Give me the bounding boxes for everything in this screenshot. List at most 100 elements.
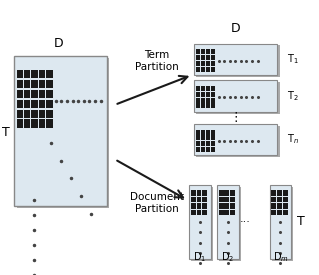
Bar (219, 203, 224, 209)
Bar (211, 92, 215, 97)
Bar (211, 136, 215, 140)
Bar (39, 79, 45, 88)
Bar (24, 79, 30, 88)
Bar (24, 109, 30, 118)
Text: T$_2$: T$_2$ (287, 89, 298, 103)
FancyBboxPatch shape (194, 80, 277, 112)
Bar (17, 90, 23, 98)
Bar (219, 190, 224, 196)
Bar (46, 120, 53, 128)
FancyBboxPatch shape (194, 43, 277, 75)
Bar (283, 210, 288, 215)
Bar (196, 92, 200, 97)
Bar (219, 197, 224, 202)
FancyBboxPatch shape (194, 124, 277, 155)
Text: D: D (54, 37, 64, 50)
Text: T: T (298, 215, 305, 229)
FancyBboxPatch shape (17, 58, 109, 208)
Bar (191, 190, 196, 196)
Bar (211, 98, 215, 103)
Bar (201, 141, 205, 146)
Bar (196, 67, 200, 72)
Bar (211, 130, 215, 134)
Text: ···: ··· (239, 217, 250, 227)
Bar (191, 210, 196, 215)
Bar (196, 55, 200, 60)
Bar (197, 190, 201, 196)
Bar (197, 197, 201, 202)
Bar (196, 61, 200, 66)
Bar (206, 98, 210, 103)
Text: D$_2$: D$_2$ (221, 250, 234, 264)
Bar (201, 130, 205, 134)
Bar (17, 70, 23, 78)
Bar (32, 90, 38, 98)
Bar (277, 203, 282, 209)
Bar (196, 49, 200, 54)
Bar (225, 203, 229, 209)
FancyBboxPatch shape (272, 187, 293, 260)
Bar (201, 98, 205, 103)
Bar (24, 70, 30, 78)
Bar (201, 86, 205, 91)
Bar (206, 61, 210, 66)
FancyBboxPatch shape (191, 187, 213, 260)
Bar (201, 92, 205, 97)
Bar (219, 210, 224, 215)
Bar (17, 100, 23, 108)
Bar (196, 136, 200, 140)
Bar (196, 130, 200, 134)
Bar (206, 49, 210, 54)
Bar (277, 197, 282, 202)
Bar (201, 147, 205, 152)
Bar (196, 98, 200, 103)
Bar (230, 197, 235, 202)
Bar (191, 197, 196, 202)
Bar (32, 120, 38, 128)
Bar (283, 197, 288, 202)
Bar (39, 109, 45, 118)
Bar (202, 197, 207, 202)
Bar (32, 79, 38, 88)
Bar (211, 49, 215, 54)
Text: D: D (231, 23, 240, 35)
Bar (46, 90, 53, 98)
Bar (196, 141, 200, 146)
Bar (206, 130, 210, 134)
Text: Document
Partition: Document Partition (130, 192, 183, 214)
Bar (206, 103, 210, 108)
Bar (46, 70, 53, 78)
Bar (206, 92, 210, 97)
Bar (32, 100, 38, 108)
Bar (211, 141, 215, 146)
Bar (201, 55, 205, 60)
Bar (39, 90, 45, 98)
Bar (271, 203, 276, 209)
Bar (191, 203, 196, 209)
Bar (211, 67, 215, 72)
Bar (196, 86, 200, 91)
Bar (202, 203, 207, 209)
Bar (211, 147, 215, 152)
Bar (202, 190, 207, 196)
Bar (225, 190, 229, 196)
Bar (46, 100, 53, 108)
Bar (17, 109, 23, 118)
FancyBboxPatch shape (217, 185, 239, 259)
Text: Term
Partition: Term Partition (135, 51, 178, 72)
Bar (196, 103, 200, 108)
Bar (206, 136, 210, 140)
Text: D$_m$: D$_m$ (272, 250, 288, 264)
Bar (206, 86, 210, 91)
Bar (201, 61, 205, 66)
Bar (230, 203, 235, 209)
Bar (211, 61, 215, 66)
Bar (201, 136, 205, 140)
FancyBboxPatch shape (196, 126, 279, 157)
Bar (271, 210, 276, 215)
Bar (24, 90, 30, 98)
Bar (206, 141, 210, 146)
Bar (24, 100, 30, 108)
Bar (32, 70, 38, 78)
FancyBboxPatch shape (219, 187, 241, 260)
